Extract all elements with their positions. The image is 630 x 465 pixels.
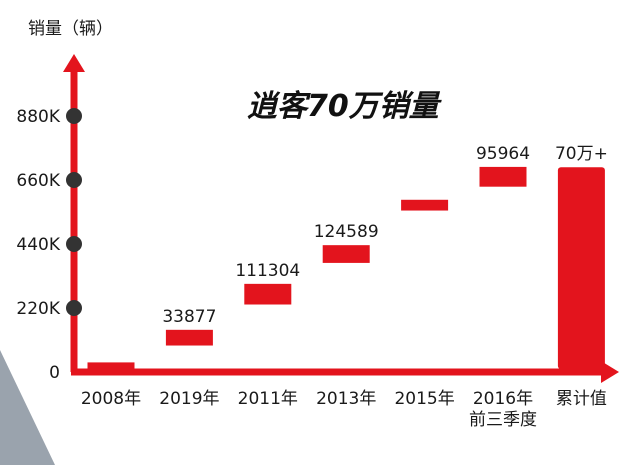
x-category-label: 累计值 [556, 389, 607, 409]
labels: 2008年 33877 2019年 111304 2011年 124589 2013年 201… [81, 144, 608, 430]
y-tick-dot [66, 236, 82, 252]
x-category-label: 2008年 [81, 389, 141, 409]
x-category-label: 2011年 [238, 389, 298, 409]
bar-value-label: 111304 [235, 261, 300, 281]
y-ticks: 0 220K 440K 660K 880K [16, 107, 82, 383]
x-category-label: 2016年 [473, 389, 533, 409]
y-tick-label: 660K [16, 171, 60, 191]
y-tick-label: 220K [16, 299, 60, 319]
decorative-corner-shape [0, 350, 55, 465]
bar [401, 199, 449, 211]
x-category-label: 2019年 [159, 389, 219, 409]
bar-value-label: 95964 [476, 144, 530, 164]
bar [322, 245, 370, 263]
y-axis-label: 销量（辆） [28, 19, 113, 39]
y-tick-label: 880K [16, 107, 60, 127]
bar-value-label: 33877 [162, 307, 216, 327]
y-tick-dot [66, 300, 82, 316]
bar-value-label: 124589 [314, 222, 379, 242]
bar [244, 283, 292, 305]
bar [557, 167, 605, 369]
y-axis-arrow [63, 54, 85, 72]
bar [87, 362, 135, 369]
bar [479, 166, 527, 187]
x-category-label: 2013年 [316, 389, 376, 409]
chart-title: 逍客70万销量 [247, 89, 443, 124]
bar [165, 329, 213, 346]
y-tick-dot [66, 108, 82, 124]
y-tick-label: 0 [49, 363, 60, 383]
bar-value-label: 70万+ [555, 144, 608, 164]
x-category-sublabel: 前三季度 [469, 410, 537, 430]
y-tick-dot [66, 172, 82, 188]
y-tick-label: 440K [16, 235, 60, 255]
x-category-label: 2015年 [394, 389, 454, 409]
x-axis-arrow [601, 361, 619, 383]
bars [87, 166, 605, 369]
